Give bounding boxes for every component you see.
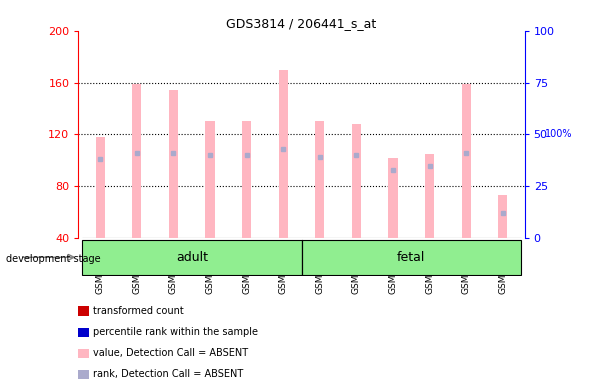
Bar — [498, 195, 507, 238]
Bar — [206, 121, 215, 238]
Bar — [302, 240, 521, 275]
Bar — [315, 121, 324, 238]
Bar — [82, 240, 302, 275]
Bar — [425, 154, 434, 238]
Text: adult: adult — [175, 251, 208, 264]
Bar — [169, 90, 178, 238]
Bar — [388, 158, 397, 238]
Bar — [279, 70, 288, 238]
Bar — [352, 124, 361, 238]
Text: fetal: fetal — [397, 251, 425, 264]
Bar — [461, 84, 471, 238]
Title: GDS3814 / 206441_s_at: GDS3814 / 206441_s_at — [226, 17, 377, 30]
Text: transformed count: transformed count — [93, 306, 184, 316]
Text: percentile rank within the sample: percentile rank within the sample — [93, 327, 259, 337]
Text: value, Detection Call = ABSENT: value, Detection Call = ABSENT — [93, 348, 248, 358]
Y-axis label: 100%: 100% — [545, 129, 573, 139]
Text: development stage: development stage — [6, 254, 101, 264]
Bar — [242, 121, 251, 238]
Bar — [132, 84, 142, 238]
Bar — [96, 137, 105, 238]
Text: rank, Detection Call = ABSENT: rank, Detection Call = ABSENT — [93, 369, 244, 379]
